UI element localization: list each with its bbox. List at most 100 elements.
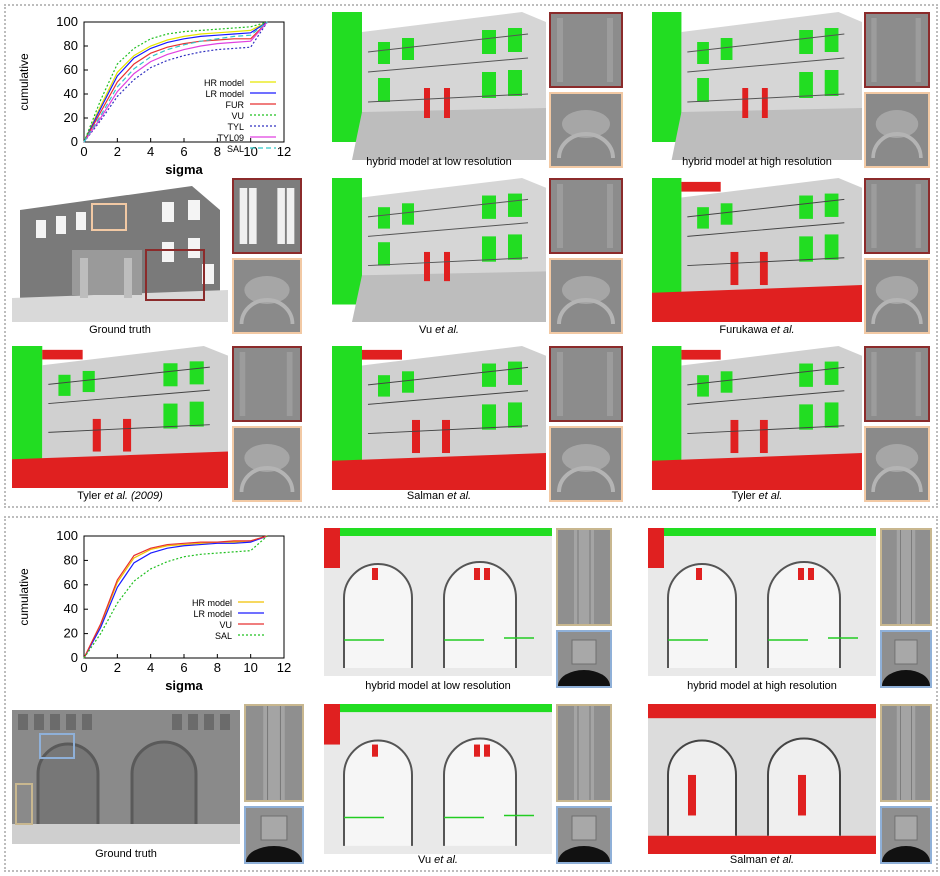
bottom-chart-svg: 0 2 4 6 8 10 12 0 20 40 60 80 100 sigma cumulative HR m… <box>17 528 291 693</box>
bottom-chart-series-line <box>83 535 268 659</box>
bottom-chart-xtick-label: 10 <box>243 660 257 675</box>
detail-thumb-relief <box>864 258 930 334</box>
bottom-chart-xtick-label: 0 <box>80 660 87 675</box>
bottom-chart-series-line <box>83 535 268 659</box>
detail-thumb-wall <box>232 178 302 254</box>
top-chart-series-line <box>83 21 268 143</box>
detail-thumb-relief <box>232 258 302 334</box>
hybrid-low-res-image-top <box>332 12 546 160</box>
bottom-chart-series-line <box>83 535 268 659</box>
top-chart-ytick-label: 0 <box>71 134 78 149</box>
tyler-result-image-top <box>652 346 862 490</box>
detail-thumb-column <box>244 704 304 802</box>
top-chart-legend-label: HR model <box>204 78 244 88</box>
detail-thumb-plaque <box>556 806 612 864</box>
detail-thumb-column <box>556 528 612 626</box>
top-chart-legend-label: SAL <box>227 144 244 154</box>
top-chart-legend-label: FUR <box>226 100 245 110</box>
top-chart-y-axis-label: cumulative <box>17 53 31 111</box>
bottom-chart-y-axis-label: cumulative <box>17 568 31 626</box>
caption-tyler-top: Tyler et al. <box>731 490 783 502</box>
bottom-chart-ytick-label: 60 <box>64 577 78 592</box>
caption-hybrid-low-bottom: hybrid model at low resolution <box>365 680 511 692</box>
top-chart-ytick-label: 60 <box>64 62 78 77</box>
bottom-chart-x-axis-label: sigma <box>165 678 203 693</box>
detail-thumb-wall <box>232 346 302 422</box>
detail-thumb-plaque <box>244 806 304 864</box>
caption-vu-bottom: Vu et al. <box>418 854 458 866</box>
detail-thumb-plaque <box>556 630 612 688</box>
top-chart-legend-label: TYL09 <box>217 133 244 143</box>
cumulative-error-chart-top: 0 2 4 6 8 10 12 0 20 40 60 80 100 sigma cumulative HR m… <box>12 12 302 180</box>
top-chart-ytick-label: 80 <box>64 38 78 53</box>
top-figure-panel: 0 2 4 6 8 10 12 0 20 40 60 80 100 sigma cumulative HR m… <box>4 4 938 508</box>
top-chart-ytick-label: 20 <box>64 110 78 125</box>
detail-thumb-wall <box>864 346 930 422</box>
bottom-chart-legend-label: HR model <box>192 598 232 608</box>
bottom-figure-panel: 0 2 4 6 8 10 12 0 20 40 60 80 100 sigma cumulative HR m… <box>4 516 938 872</box>
caption-ground-truth-bottom: Ground truth <box>95 848 157 860</box>
detail-thumb-wall <box>549 178 623 254</box>
bottom-chart-xtick-label: 12 <box>277 660 291 675</box>
top-chart-series-line <box>83 21 268 143</box>
detail-thumb-relief <box>232 426 302 502</box>
bottom-chart-ytick-label: 80 <box>64 552 78 567</box>
detail-thumb-column <box>880 528 932 626</box>
top-chart-xtick-label: 12 <box>277 144 291 159</box>
caption-salman-bottom: Salman et al. <box>729 854 795 866</box>
top-chart-xtick-label: 4 <box>147 144 154 159</box>
bottom-chart-xtick-label: 6 <box>180 660 187 675</box>
detail-thumb-plaque <box>880 806 932 864</box>
caption-vu-top: Vu et al. <box>419 324 459 336</box>
detail-thumb-column <box>880 704 932 802</box>
bottom-chart-xtick-label: 2 <box>114 660 121 675</box>
bottom-chart-ytick-label: 20 <box>64 626 78 641</box>
caption-tyler2009-top: Tyler et al. (2009) <box>77 490 163 502</box>
top-chart-series-line <box>83 21 268 143</box>
furukawa-result-image-top <box>652 178 862 322</box>
hybrid-high-res-image-bottom <box>648 528 876 676</box>
tyler2009-result-image-top <box>12 346 228 488</box>
vu-result-image-top <box>332 178 546 322</box>
bottom-chart-plot-frame <box>83 535 285 659</box>
bottom-chart-ytick-label: 40 <box>64 601 78 616</box>
top-chart-series-line <box>83 21 268 143</box>
detail-thumb-wall <box>864 12 930 88</box>
top-chart-legend-label: VU <box>231 111 244 121</box>
bottom-chart-xtick-label: 8 <box>214 660 221 675</box>
top-chart-ytick-label: 40 <box>64 86 78 101</box>
bottom-chart-legend-label: SAL <box>215 631 232 641</box>
detail-thumb-wall <box>864 178 930 254</box>
top-chart-xtick-label: 8 <box>214 144 221 159</box>
hybrid-high-res-image-top <box>652 12 862 160</box>
caption-furukawa-top: Furukawa et al. <box>719 324 795 336</box>
detail-thumb-relief <box>549 258 623 334</box>
bottom-chart-ytick-label: 100 <box>56 528 78 543</box>
detail-thumb-relief <box>864 92 930 168</box>
top-chart-xtick-label: 10 <box>243 144 257 159</box>
detail-thumb-column <box>556 704 612 802</box>
hybrid-low-res-image-bottom <box>324 528 552 676</box>
top-chart-legend-label: TYL <box>227 122 244 132</box>
top-chart-xtick-label: 0 <box>80 144 87 159</box>
top-chart-x-axis-label: sigma <box>165 162 203 177</box>
top-chart-series-line <box>83 21 268 143</box>
ground-truth-image-top <box>12 180 228 322</box>
cumulative-error-chart-bottom: 0 2 4 6 8 10 12 0 20 40 60 80 100 sigma cumulative HR m… <box>12 526 302 696</box>
top-chart-svg: 0 2 4 6 8 10 12 0 20 40 60 80 100 sigma cumulative HR m… <box>17 14 291 177</box>
caption-ground-truth-top: Ground truth <box>89 324 151 336</box>
top-chart-series-line <box>83 21 268 143</box>
top-chart-legend-label: LR model <box>205 89 244 99</box>
salman-result-image-bottom <box>648 704 876 854</box>
caption-hybrid-high-bottom: hybrid model at high resolution <box>687 680 837 692</box>
bottom-chart-series-line <box>83 535 268 659</box>
top-chart-ytick-label: 100 <box>56 14 78 29</box>
salman-result-image-top <box>332 346 546 490</box>
bottom-chart-xtick-label: 4 <box>147 660 154 675</box>
detail-thumb-wall <box>549 12 623 88</box>
detail-thumb-relief <box>549 426 623 502</box>
bottom-chart-legend-label: LR model <box>193 609 232 619</box>
top-chart-xtick-label: 2 <box>114 144 121 159</box>
ground-truth-image-bottom <box>12 704 240 844</box>
detail-thumb-relief <box>864 426 930 502</box>
